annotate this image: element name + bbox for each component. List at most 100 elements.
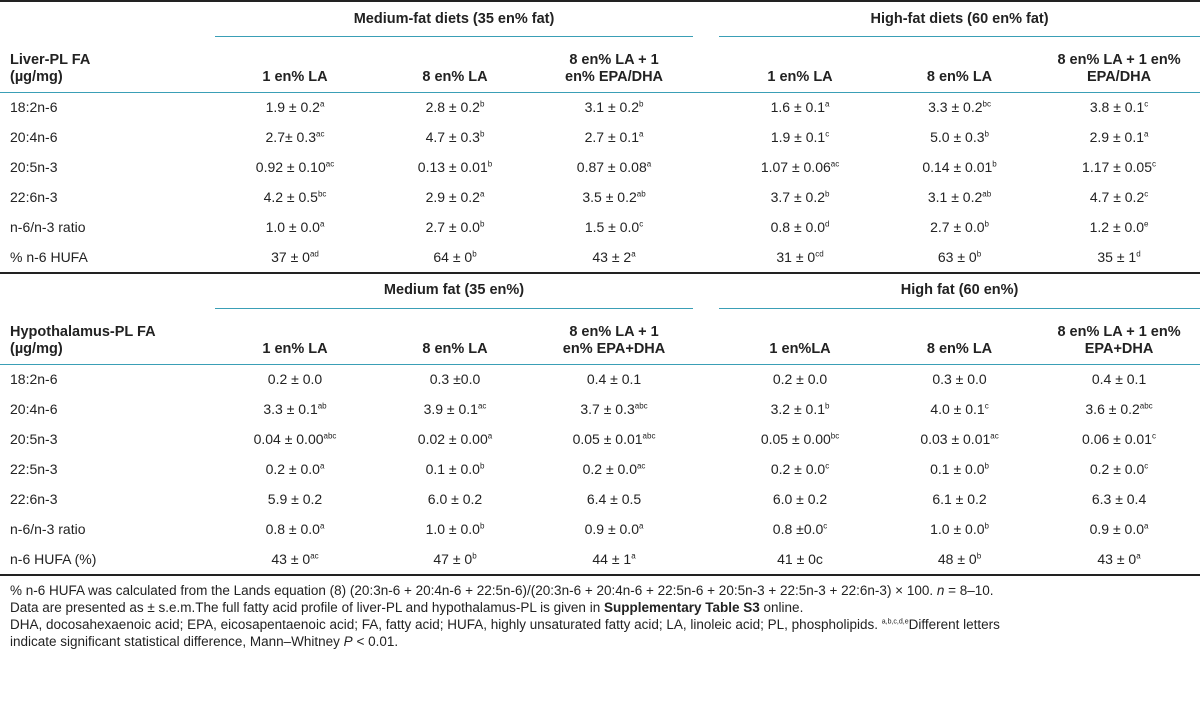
- value-cell: 1.0 ± 0.0b: [881, 514, 1038, 544]
- value-cell: 0.14 ± 0.01b: [881, 153, 1038, 183]
- significance-letters: b: [479, 129, 485, 139]
- header-line: Hypothalamus-PL FA: [10, 323, 156, 340]
- significance-letters: d: [825, 219, 830, 229]
- significance-letters: c: [639, 219, 644, 229]
- value: 0.2 ± 0.0: [582, 460, 637, 477]
- table-row: n-6/n-3 ratio 0.8 ± 0.0a 1.0 ± 0.0b 0.9 ± 0…: [0, 514, 1200, 544]
- value: 3.6 ± 0.2: [1085, 400, 1140, 417]
- column-header-line: 1 en%LA: [769, 340, 831, 357]
- value-cell: 0.1 ± 0.0b: [881, 454, 1038, 484]
- significance-letters: c: [1144, 189, 1149, 199]
- table-row: n-6 HUFA (%) 43 ± 0ac 47 ± 0b 44 ± 1a 41 ± 0…: [0, 544, 1200, 574]
- value-cell: 6.0 ± 0.2: [375, 484, 535, 514]
- value-cell: 3.9 ± 0.1ac: [375, 394, 535, 424]
- significance-letters: a: [1136, 550, 1141, 560]
- liver-group-header-row: Medium-fat diets (35 en% fat) High-fat di…: [0, 0, 1200, 37]
- gap-cell: [693, 364, 719, 394]
- value: 3.3 ± 0.1: [263, 400, 318, 417]
- value: 0.4 ± 0.1: [586, 370, 642, 387]
- table-row: % n-6 HUFA 37 ± 0ad 64 ± 0b 43 ± 2a 31 ± 0cd…: [0, 243, 1200, 273]
- significance-letters: c: [1152, 430, 1157, 440]
- significance-letters: a: [319, 219, 325, 229]
- value: 0.2 ± 0.0: [770, 460, 826, 477]
- value-cell: 0.3 ± 0.0: [881, 364, 1038, 394]
- liver-column-header-row: Liver-PL FA (µg/mg) 1 en% LA 8 en% LA 8 en% …: [0, 36, 1200, 93]
- value-cell: 3.2 ± 0.1b: [719, 394, 881, 424]
- value-cell: 44 ± 1a: [535, 544, 693, 574]
- gap-cell: [693, 183, 719, 213]
- column-header-line: 8 en% LA: [422, 340, 488, 357]
- liver-group-high-fat: High-fat diets (60 en% fat): [719, 0, 1200, 37]
- value-cell: 2.9 ± 0.2a: [375, 183, 535, 213]
- value-cell: 0.9 ± 0.0a: [1038, 514, 1200, 544]
- value-cell: 2.8 ± 0.2b: [375, 93, 535, 123]
- value-cell: 3.6 ± 0.2abc: [1038, 394, 1200, 424]
- row-label: 20:5n-3: [10, 430, 58, 447]
- significance-letters: c: [1144, 99, 1149, 109]
- value: 2.7 ± 0.0: [930, 219, 985, 235]
- value: 0.06 ± 0.01: [1082, 430, 1153, 447]
- significance-letters: abc: [634, 400, 648, 410]
- gap-cell: [693, 514, 719, 544]
- value: 4.0 ± 0.1: [930, 400, 985, 417]
- value-cell: 43 ± 2a: [535, 243, 693, 273]
- significance-letters: c: [825, 460, 830, 470]
- value: 0.2 ± 0.0: [1089, 460, 1145, 477]
- gap-cell: [693, 394, 719, 424]
- value: 0.9 ± 0.0: [584, 520, 639, 537]
- column-header: 1 en% LA: [215, 308, 375, 365]
- column-header-line: 8 en% LA: [926, 340, 993, 357]
- significance-letters: ac: [830, 159, 840, 169]
- value: 0.2 ± 0.0: [772, 370, 828, 387]
- value: 1.0 ± 0.0: [930, 520, 985, 537]
- value: 1.07 ± 0.06: [760, 159, 831, 175]
- value: 3.3 ± 0.2: [928, 99, 983, 116]
- column-header: 8 en% LA: [881, 308, 1039, 365]
- value-cell: 4.2 ± 0.5bc: [215, 183, 375, 213]
- value-cell: 0.8 ±0.0c: [719, 514, 881, 544]
- hypothalamus-row-label-header: Hypothalamus-PL FA (µg/mg): [0, 308, 215, 365]
- value-cell: 1.07 ± 0.06ac: [719, 153, 881, 183]
- value: 35 ± 1: [1097, 248, 1137, 265]
- value: 6.0 ± 0.2: [427, 490, 483, 507]
- significance-letters: ac: [316, 129, 325, 139]
- value-cell: 0.87 ± 0.08a: [535, 153, 693, 183]
- value-cell: 4.0 ± 0.1c: [881, 394, 1038, 424]
- significance-letters: abc: [642, 430, 656, 440]
- value-cell: 0.2 ± 0.0: [215, 364, 375, 394]
- value: 6.4 ± 0.5: [586, 490, 642, 507]
- significance-letters: a: [631, 550, 636, 560]
- value: 0.9 ± 0.0: [1089, 520, 1144, 537]
- value-cell: 0.2 ± 0.0c: [719, 454, 881, 484]
- gap-cell: [693, 424, 719, 454]
- gap-cell: [693, 243, 719, 273]
- value: 1.9 ± 0.1: [770, 129, 826, 145]
- value: 1.17 ± 0.05: [1082, 159, 1153, 175]
- significance-letters: b: [472, 248, 477, 258]
- significance-letters: b: [479, 99, 485, 109]
- value: 2.7± 0.3: [265, 129, 317, 145]
- row-label: 20:5n-3: [10, 159, 58, 175]
- significance-letters: e: [1144, 219, 1149, 229]
- value: 2.9 ± 0.2: [425, 189, 480, 205]
- significance-letters: a: [487, 430, 493, 440]
- value-cell: 31 ± 0cd: [719, 243, 881, 273]
- value: 3.1 ± 0.2: [584, 99, 639, 116]
- value-cell: 37 ± 0ad: [215, 243, 375, 273]
- significance-letters: bc: [830, 430, 840, 440]
- significance-letters: a: [631, 248, 636, 258]
- value-cell: 2.9 ± 0.1a: [1038, 123, 1200, 153]
- column-header-line: 8 en% LA + 1: [569, 52, 659, 68]
- value: 6.1 ± 0.2: [932, 490, 987, 507]
- significance-letters: b: [976, 248, 982, 258]
- hypothalamus-group-header-row: Medium fat (35 en%) High fat (60 en%): [0, 271, 1200, 309]
- value-cell: 0.92 ± 0.10ac: [215, 153, 375, 183]
- significance-letters: b: [984, 219, 989, 229]
- value: 2.7 ± 0.1: [584, 129, 639, 145]
- significance-letters: c: [984, 400, 989, 410]
- table-row: 18:2n-6 0.2 ± 0.0 0.3 ±0.0 0.4 ± 0.1 0.2 ± 0…: [0, 364, 1200, 394]
- table-row: 20:4n-6 3.3 ± 0.1ab 3.9 ± 0.1ac 3.7 ± 0.3ab…: [0, 394, 1200, 424]
- value-cell: 1.17 ± 0.05c: [1038, 153, 1200, 183]
- value-cell: 47 ± 0b: [375, 544, 535, 574]
